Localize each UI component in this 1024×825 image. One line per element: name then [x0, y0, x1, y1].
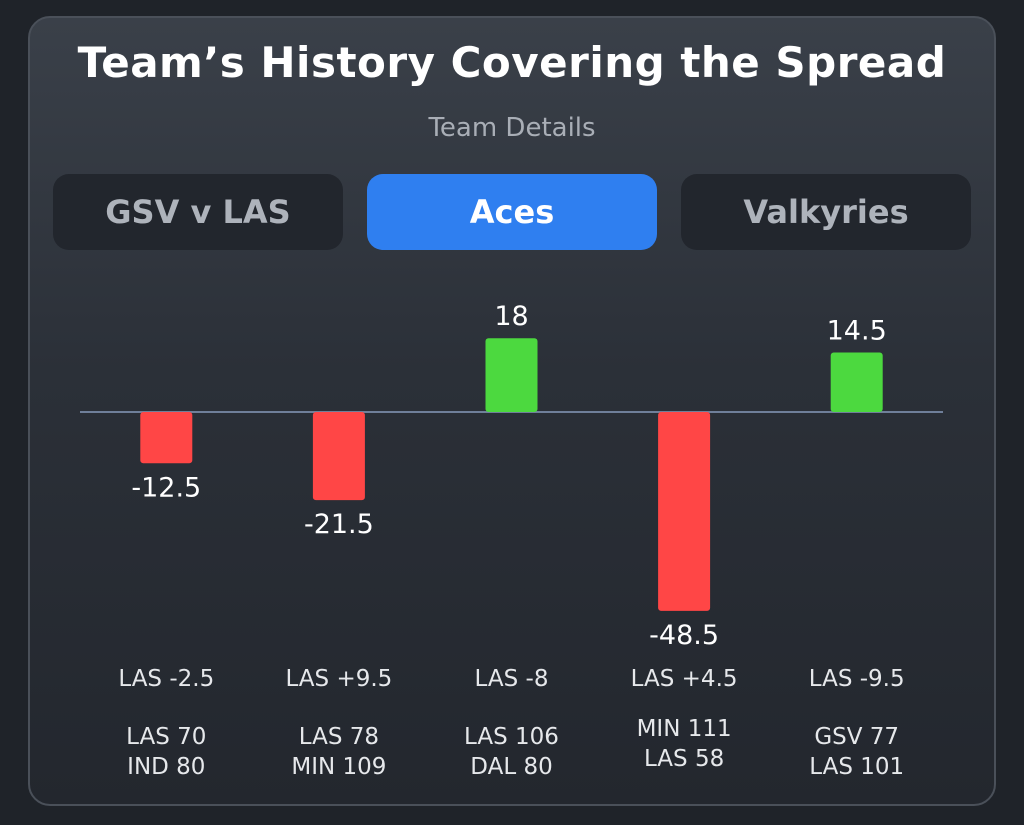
bar [485, 338, 538, 412]
final-score-label: LAS 106 [464, 724, 559, 750]
tab-valkyries[interactable]: Valkyries [681, 174, 971, 250]
spread-label: LAS +4.5 [631, 666, 738, 692]
final-score-label: MIN 111 [637, 716, 732, 742]
bar [830, 352, 883, 412]
bar-value-label: -48.5 [649, 620, 719, 651]
bar [312, 412, 365, 501]
final-score-label: LAS 70 [126, 724, 206, 750]
spread-label: LAS +9.5 [285, 666, 392, 692]
final-score-label: GSV 77 [814, 724, 899, 750]
final-score-label: IND 80 [127, 754, 205, 780]
final-score-label: LAS 78 [299, 724, 379, 750]
final-score-label: LAS 101 [809, 754, 904, 780]
final-score-label: LAS 58 [644, 746, 724, 772]
final-score-label: DAL 80 [470, 754, 552, 780]
bar-value-label: -21.5 [304, 509, 374, 540]
tab-matchup[interactable]: GSV v LAS [53, 174, 343, 250]
final-score-label: MIN 109 [291, 754, 386, 780]
page-subtitle: Team Details [428, 113, 596, 143]
bar [658, 412, 711, 611]
page-title: Team’s History Covering the Spread [77, 38, 947, 87]
spread-label: LAS -9.5 [809, 666, 905, 692]
bar-value-label: -12.5 [131, 472, 201, 503]
spread-label: LAS -8 [475, 666, 549, 692]
spread-label: LAS -2.5 [118, 666, 214, 692]
tab-aces[interactable]: Aces [367, 174, 657, 250]
bar-value-label: 14.5 [827, 316, 887, 347]
bar-value-label: 18 [494, 301, 528, 332]
bar [140, 412, 193, 464]
